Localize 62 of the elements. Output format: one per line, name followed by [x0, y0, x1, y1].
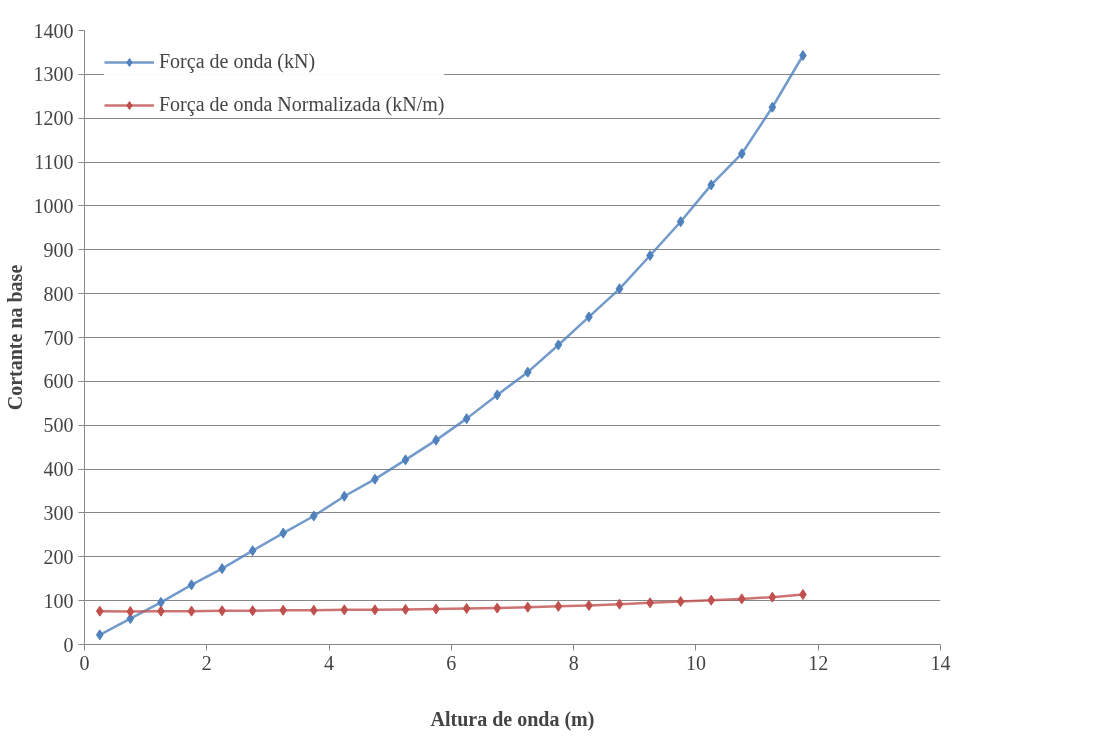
- x-tick-label: 6: [446, 651, 457, 674]
- y-tick-label: 700: [43, 326, 74, 349]
- point: [493, 389, 502, 401]
- point: [554, 339, 563, 351]
- point: [493, 602, 502, 614]
- x-tick-label: 8: [568, 651, 579, 674]
- y-tick-label: 200: [43, 545, 74, 568]
- point: [126, 606, 135, 618]
- y-tick-label: 300: [43, 501, 74, 524]
- legend-label: Força de onda Normalizada (kN/m): [159, 93, 445, 116]
- y-tick-label: 100: [43, 589, 74, 612]
- point: [737, 593, 746, 605]
- y-tick-label: 1200: [33, 107, 74, 130]
- y-tick-label: 400: [43, 458, 74, 481]
- point: [95, 629, 104, 641]
- point: [401, 603, 410, 615]
- x-tick-label: 14: [930, 651, 951, 674]
- point: [340, 490, 349, 502]
- point: [340, 604, 349, 616]
- point: [799, 50, 807, 61]
- point: [676, 596, 685, 608]
- point: [768, 591, 777, 603]
- point: [187, 579, 196, 591]
- point: [707, 179, 716, 191]
- point: [523, 601, 532, 613]
- y-tick-label: 0: [63, 633, 74, 656]
- y-tick-label: 1100: [34, 151, 74, 174]
- point: [615, 598, 624, 610]
- point: [309, 604, 318, 616]
- y-tick-label: 1300: [33, 63, 74, 86]
- point: [615, 283, 624, 295]
- y-tick-label: 800: [43, 282, 74, 305]
- y-tick-label: 1400: [33, 19, 74, 42]
- point: [95, 605, 104, 617]
- x-tick-label: 4: [324, 651, 335, 674]
- y-tick-label: 600: [43, 370, 74, 393]
- point: [707, 594, 716, 606]
- point: [554, 600, 563, 612]
- point: [401, 454, 410, 466]
- x-tick-label: 2: [201, 651, 212, 674]
- y-axis-title: Cortante na base: [3, 264, 26, 411]
- point: [737, 148, 746, 160]
- point: [187, 605, 196, 617]
- x-tick-label: 12: [808, 651, 829, 674]
- point: [248, 545, 257, 557]
- point: [523, 366, 532, 378]
- point: [279, 527, 288, 539]
- point: [248, 605, 257, 617]
- point: [309, 510, 318, 522]
- point: [799, 589, 807, 600]
- point: [279, 604, 288, 616]
- y-tick-label: 1000: [33, 194, 74, 217]
- legend-label: Força de onda (kN): [159, 50, 316, 73]
- y-tick-label: 900: [43, 238, 74, 261]
- point: [676, 216, 685, 228]
- point: [462, 603, 471, 615]
- x-tick-label: 0: [79, 651, 90, 674]
- x-axis-title: Altura de onda (m): [430, 707, 595, 731]
- x-tick-label: 10: [685, 651, 706, 674]
- y-tick-label: 500: [43, 414, 74, 437]
- point: [462, 413, 471, 425]
- point: [768, 101, 777, 113]
